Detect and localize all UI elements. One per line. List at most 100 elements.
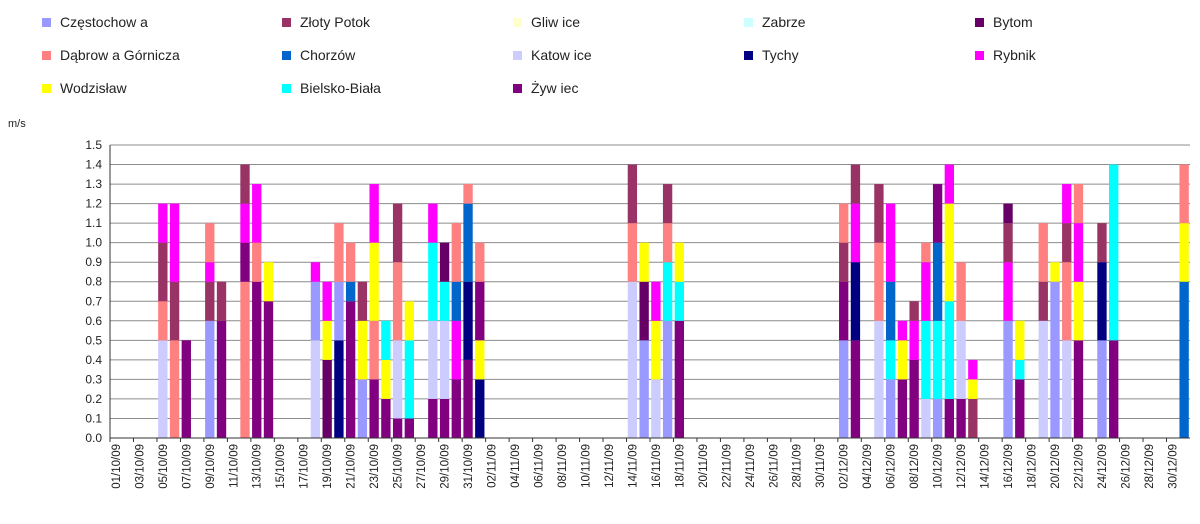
y-tick-label: 1.1 [85,216,102,230]
bar-segment [169,281,180,341]
bar-segment [357,320,368,380]
y-tick-label: 1.2 [85,197,102,211]
legend-label: Bielsko-Biała [300,80,381,96]
x-tick-label: 05/10/09 [158,444,170,489]
x-tick-label: 30/11/09 [815,444,827,488]
bar-segment [956,320,966,399]
legend-item: Gliw ice [513,12,580,32]
x-tick-label: 18/11/09 [674,444,686,488]
bar-segment [1038,281,1048,321]
bar-segment [158,203,168,243]
x-tick-label: 24/12/09 [1097,444,1109,489]
bar-segment [944,164,955,204]
bar-segment [627,164,638,224]
legend-item: Złoty Potok [282,12,370,32]
bar-segment [944,301,955,399]
bar-segment [369,379,379,438]
bar-segment [158,301,168,341]
bar-segment [169,203,180,282]
bar-segment [674,242,685,282]
bar-segment [404,340,415,419]
bar-segment [968,398,978,438]
bar-segment [627,223,638,282]
bar-segment [956,262,966,321]
x-tick-label: 08/11/09 [557,444,569,488]
bar-segment [662,184,673,224]
bar-segment [252,242,262,282]
bar-segment [181,340,191,438]
bar-segment [874,320,884,438]
x-tick-label: 28/11/09 [792,444,804,488]
legend-item: Bytom [975,12,1033,32]
bar-segment [932,398,943,438]
bar-segment [428,242,438,321]
x-tick-label: 01/10/09 [111,444,123,489]
bar-segment [839,203,849,243]
x-tick-label: 22/11/09 [721,444,733,488]
x-tick-label: 26/12/09 [1120,444,1132,489]
bar-segment [885,379,896,438]
bar-segment [322,281,332,321]
bar-segment [392,340,403,419]
legend-item: Częstochow a [42,12,148,32]
bar-segment [392,418,403,438]
y-tick-label: 0.3 [85,372,102,386]
bar-segment [850,203,861,263]
bar-segment [1097,223,1107,263]
bar-segment [885,203,896,282]
legend-label: Wodzisław [60,80,127,96]
x-tick-label: 06/11/09 [533,444,545,488]
y-tick-label: 1.3 [85,177,102,191]
legend-item: Bielsko-Biała [282,78,381,98]
bar-segment [674,320,685,438]
x-tick-label: 16/12/09 [1003,444,1015,489]
x-tick-label: 20/11/09 [698,444,710,488]
bar-segment [334,281,344,341]
bar-segment [205,223,215,263]
bar-segment [1062,223,1072,263]
bar-segment [1073,281,1084,341]
bar-segment [169,340,180,438]
bar-segment [1050,281,1060,438]
legend-label: Rybnik [993,47,1036,63]
bar-segment [240,203,250,243]
bar-segment [240,164,250,204]
bar-segment [897,379,908,438]
bar-segment [1062,184,1072,224]
bar-segment [662,320,673,438]
chart-legend: Częstochow a Złoty Potok Gliw ice Zabrze Byt… [0,0,1200,110]
legend-swatch [744,50,753,60]
bar-segment [252,281,262,438]
bar-segment [1050,262,1060,282]
legend-swatch [513,83,522,93]
bar-segment [345,301,356,438]
bar-segment [205,320,215,438]
bar-segment [451,379,461,438]
x-tick-label: 10/11/09 [580,444,592,488]
bar-segment [205,262,215,282]
bar-segment [357,281,368,321]
bar-segment [463,281,473,360]
legend-swatch [513,50,522,60]
bar-segment [310,281,321,341]
legend-label: Dąbrow a Górnicza [60,47,180,63]
bar-segment [322,359,332,438]
legend-item: Tychy [744,45,799,65]
bar-segment [463,184,473,204]
bar-segment [850,164,861,204]
x-tick-label: 21/10/09 [346,444,358,489]
bar-segment [909,301,919,321]
bar-segment [1038,320,1048,438]
bar-segment [932,320,943,399]
legend-swatch [975,17,984,27]
x-tick-label: 18/12/09 [1027,444,1039,489]
bar-segment [252,184,262,243]
x-tick-label: 31/10/09 [463,444,475,489]
bar-segment [369,242,379,321]
x-tick-label: 14/12/09 [980,444,992,489]
bar-segment [639,340,649,438]
bar-segment [322,320,332,360]
x-tick-label: 27/10/09 [416,444,428,489]
bar-segment [1073,184,1084,224]
